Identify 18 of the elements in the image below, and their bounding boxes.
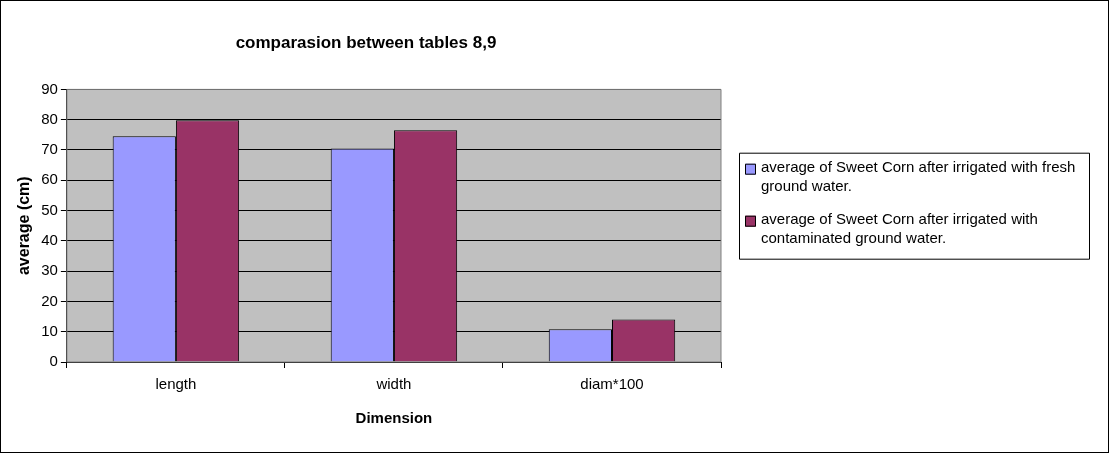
y-tick-label: 70 [41, 140, 58, 158]
y-tick-label: 40 [41, 230, 58, 248]
y-tick-label: 80 [41, 109, 58, 127]
x-axis-title: Dimension [355, 409, 433, 427]
y-tick-label: 90 [41, 79, 58, 97]
legend-label: average of Sweet Corn after irrigated with contaminated ground water. [761, 210, 1038, 247]
y-tick-label: 20 [41, 291, 58, 309]
legend-label: average of Sweet Corn after irrigated with fresh ground water. [761, 158, 1076, 195]
x-tick-label: diam*100 [580, 375, 644, 393]
y-tick-label: 30 [41, 261, 58, 279]
y-tick-label: 50 [41, 200, 58, 218]
y-tick-label: 60 [41, 170, 58, 188]
y-tick-label: 10 [41, 321, 58, 339]
y-axis-title: average (cm) [15, 176, 33, 276]
x-tick-label: length [155, 375, 197, 393]
y-tick-label: 0 [49, 352, 58, 370]
x-tick-label: width [375, 375, 412, 393]
chart-title: comparasion between tables 8,9 [235, 32, 497, 52]
